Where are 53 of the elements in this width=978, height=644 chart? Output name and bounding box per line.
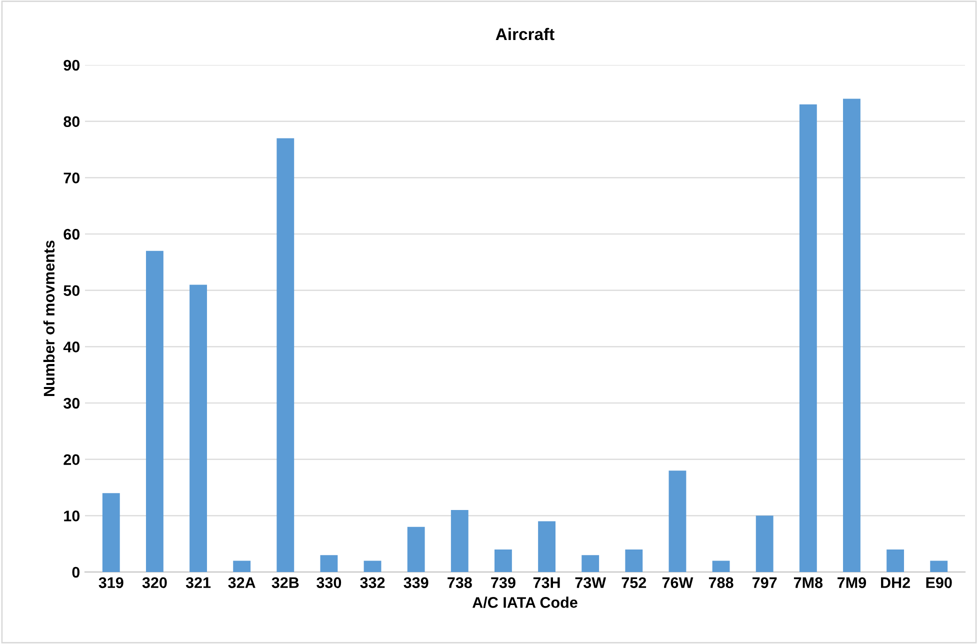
y-tick-label: 80 [64, 116, 80, 128]
bar [364, 560, 382, 572]
y-axis-title: Number of movments [43, 240, 55, 396]
x-tick-label: 330 [316, 577, 342, 588]
bar [407, 526, 425, 572]
x-tick-label: 320 [142, 577, 167, 588]
bar [102, 493, 120, 572]
bar [668, 470, 686, 572]
x-tick-label: 332 [360, 577, 385, 588]
bar [799, 104, 817, 572]
bar [320, 555, 338, 572]
y-tick-label: 60 [64, 228, 80, 240]
bar [190, 284, 207, 572]
x-tick-label: 339 [404, 577, 428, 588]
bar [625, 549, 643, 572]
x-tick-label: 752 [622, 577, 646, 588]
y-tick-label: 30 [64, 398, 80, 409]
bar [582, 555, 600, 572]
bar [494, 549, 512, 572]
bar [712, 560, 730, 572]
y-tick-label: 50 [64, 285, 80, 296]
bar [886, 549, 904, 572]
y-tick-label: 20 [64, 454, 80, 466]
bar [843, 98, 860, 572]
bar [276, 138, 294, 572]
x-tick-label: 73H [533, 577, 560, 588]
y-tick-label: 40 [63, 342, 80, 352]
x-tick-label: 321 [186, 577, 211, 588]
x-tick-label: 7M9 [838, 577, 866, 588]
chart-title: Aircraft [496, 28, 554, 40]
x-tick-label: 7M8 [794, 577, 823, 588]
x-tick-label: 739 [491, 577, 516, 588]
bar [450, 510, 468, 572]
x-tick-label: 73W [575, 577, 606, 588]
x-tick-label: DH2 [881, 577, 910, 588]
y-tick-label: 0 [72, 566, 80, 578]
x-tick-label: 797 [752, 577, 777, 588]
x-tick-label: 32A [228, 577, 256, 588]
y-tick-label: 70 [64, 172, 80, 184]
y-tick-label: 90 [64, 60, 80, 71]
x-tick-label: 319 [98, 577, 124, 588]
bar [146, 250, 164, 572]
x-tick-label: E90 [926, 577, 952, 588]
x-tick-label: 788 [708, 577, 734, 588]
y-tick-label: 10 [64, 510, 80, 522]
bar [930, 560, 948, 572]
x-tick-label: 738 [448, 577, 472, 588]
bar [756, 516, 774, 572]
x-tick-label: 76W [662, 577, 694, 588]
bar [538, 521, 556, 572]
bar [233, 560, 251, 572]
x-axis-title: A/C IATA Code [472, 596, 578, 608]
x-tick-label: 32B [272, 577, 299, 588]
